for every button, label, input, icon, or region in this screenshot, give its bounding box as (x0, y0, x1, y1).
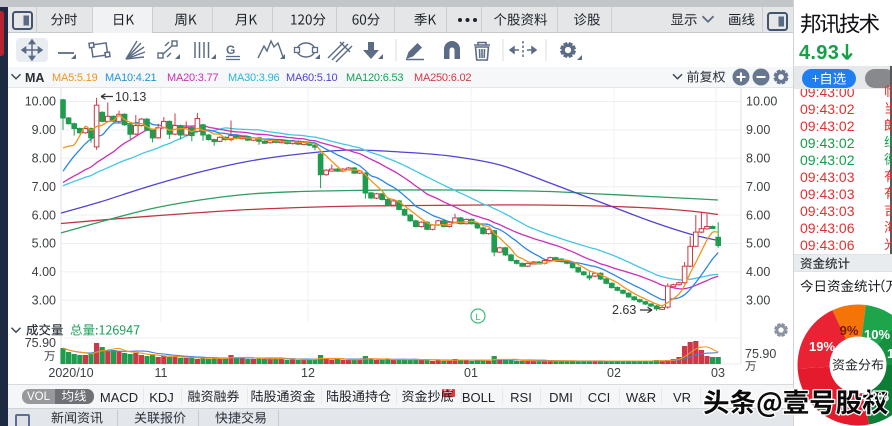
svg-text:13%: 13% (887, 346, 892, 361)
svg-text:75.90: 75.90 (25, 336, 56, 350)
svg-text:4.00: 4.00 (32, 265, 56, 279)
svg-text:6.00: 6.00 (746, 208, 770, 222)
svg-text:4.00: 4.00 (746, 265, 770, 279)
svg-text:75.90: 75.90 (745, 347, 776, 361)
svg-text:22%: 22% (863, 389, 889, 404)
svg-text:10%: 10% (864, 327, 890, 342)
svg-text:3.00: 3.00 (746, 294, 770, 308)
svg-text:3.00: 3.00 (32, 294, 56, 308)
svg-text:5.00: 5.00 (746, 237, 770, 251)
svg-text:5.00: 5.00 (32, 237, 56, 251)
svg-text:11: 11 (155, 366, 168, 380)
svg-text:9.00: 9.00 (746, 123, 770, 137)
svg-text:8.00: 8.00 (746, 152, 770, 166)
svg-text:6.00: 6.00 (32, 208, 56, 222)
svg-text:2020/10: 2020/10 (48, 366, 93, 380)
svg-text:10.00: 10.00 (25, 95, 56, 109)
svg-text:19%: 19% (809, 339, 835, 354)
svg-text:03: 03 (711, 366, 725, 380)
svg-text:9.00: 9.00 (32, 123, 56, 137)
svg-text:02: 02 (607, 366, 621, 380)
svg-text:10.13: 10.13 (115, 90, 146, 104)
svg-text:12: 12 (301, 366, 315, 380)
svg-text:2.63: 2.63 (612, 303, 636, 317)
svg-text:9%: 9% (840, 323, 859, 338)
svg-text:8.00: 8.00 (32, 152, 56, 166)
svg-text:10.00: 10.00 (746, 95, 777, 109)
svg-text:G: G (226, 43, 235, 57)
svg-text:7.00: 7.00 (32, 180, 56, 194)
svg-text:L: L (475, 312, 480, 323)
svg-text:01: 01 (464, 366, 478, 380)
svg-text:7.00: 7.00 (746, 180, 770, 194)
